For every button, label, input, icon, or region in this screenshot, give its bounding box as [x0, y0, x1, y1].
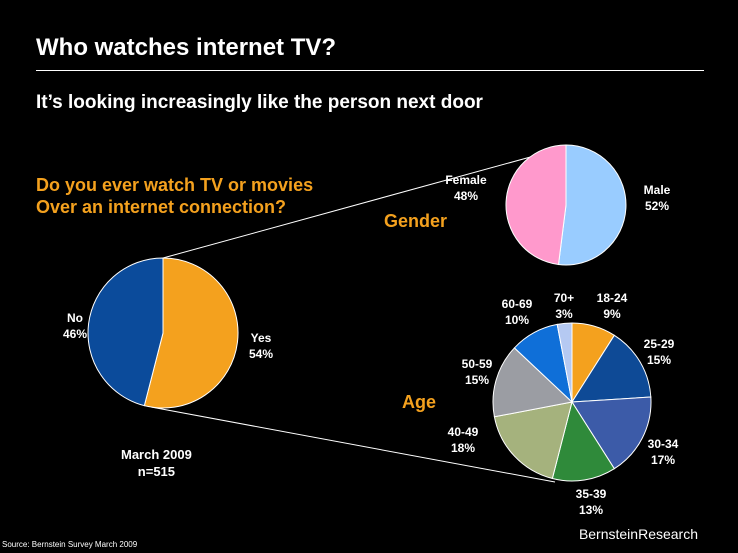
slice-label-25-29-name: 25-29 [643, 337, 675, 351]
gender-pie [505, 144, 627, 266]
slice-label-30-34: 30-34 17% [638, 436, 688, 468]
slice-label-35-39-pct: 13% [578, 503, 604, 517]
slice-label-no-pct: 46% [62, 327, 88, 341]
slice-label-60-69-name: 60-69 [501, 297, 533, 311]
slice-label-70-plus-pct: 3% [555, 307, 573, 321]
survey-sample-size: n=515 [137, 464, 176, 479]
question-line-2: Over an internet connection? [36, 197, 287, 217]
slice-label-30-34-name: 30-34 [647, 437, 679, 451]
slice-label-25-29: 25-29 15% [634, 336, 684, 368]
slice-label-male-name: Male [643, 183, 671, 197]
gender-slice-male [557, 144, 627, 266]
slice-label-50-59-pct: 15% [464, 373, 490, 387]
slice-label-40-49-pct: 18% [450, 441, 476, 455]
slice-label-female-name: Female [445, 173, 487, 187]
age-slice-70-plus [556, 322, 573, 403]
slice-label-40-49-name: 40-49 [447, 425, 479, 439]
slice-label-40-49: 40-49 18% [438, 424, 488, 456]
slice-label-18-24: 18-24 9% [590, 290, 634, 322]
age-heading: Age [402, 392, 437, 412]
slice-label-male: Male 52% [635, 182, 679, 214]
connector-line-top [162, 152, 546, 259]
slice-label-35-39-name: 35-39 [575, 487, 607, 501]
connector-line-bottom [150, 406, 556, 483]
slice-label-18-24-name: 18-24 [596, 291, 628, 305]
source-note: Source: Bernstein Survey March 2009 [2, 540, 138, 549]
gender-slice-female [505, 144, 567, 266]
slice-label-25-29-pct: 15% [646, 353, 672, 367]
slice-label-male-pct: 52% [644, 199, 670, 213]
slice-label-60-69-pct: 10% [504, 313, 530, 327]
slice-label-yes-pct: 54% [248, 347, 274, 361]
survey-meta: March 2009 n=515 [121, 446, 192, 480]
slice-label-50-59-name: 50-59 [461, 357, 493, 371]
slide-title: Who watches internet TV? [36, 34, 337, 61]
age-slice-30-34 [571, 396, 652, 470]
slice-label-70-plus-name: 70+ [553, 291, 575, 305]
survey-date: March 2009 [121, 447, 192, 462]
age-slice-50-59 [492, 347, 574, 418]
slice-label-35-39: 35-39 13% [566, 486, 616, 518]
age-slice-25-29 [571, 334, 652, 403]
slice-label-30-34-pct: 17% [650, 453, 676, 467]
brand-logo-text: BernsteinResearch [578, 526, 698, 542]
slice-label-no: No 46% [57, 310, 93, 342]
title-divider [36, 70, 704, 71]
gender-heading: Gender [384, 211, 448, 231]
age-slice-35-39 [551, 400, 616, 482]
slice-label-no-name: No [67, 311, 83, 325]
internet-tv-slice-yes [143, 257, 239, 409]
age-slice-40-49 [493, 401, 573, 480]
slide-subtitle: It’s looking increasingly like the perso… [36, 92, 483, 113]
slice-label-yes: Yes 54% [243, 330, 279, 362]
slice-label-female-pct: 48% [453, 189, 479, 203]
survey-question: Do you ever watch TV or movies Over an i… [36, 174, 313, 218]
slice-label-yes-name: Yes [250, 331, 272, 345]
age-pie [492, 322, 652, 482]
slice-label-18-24-pct: 9% [603, 307, 621, 321]
slice-label-70-plus: 70+ 3% [544, 290, 584, 322]
internet-tv-pie [87, 257, 239, 409]
slice-label-60-69: 60-69 10% [492, 296, 542, 328]
slice-label-female: Female 48% [436, 172, 496, 204]
slice-label-50-59: 50-59 15% [452, 356, 502, 388]
internet-tv-slice-no [87, 257, 164, 407]
question-line-1: Do you ever watch TV or movies [36, 175, 314, 195]
